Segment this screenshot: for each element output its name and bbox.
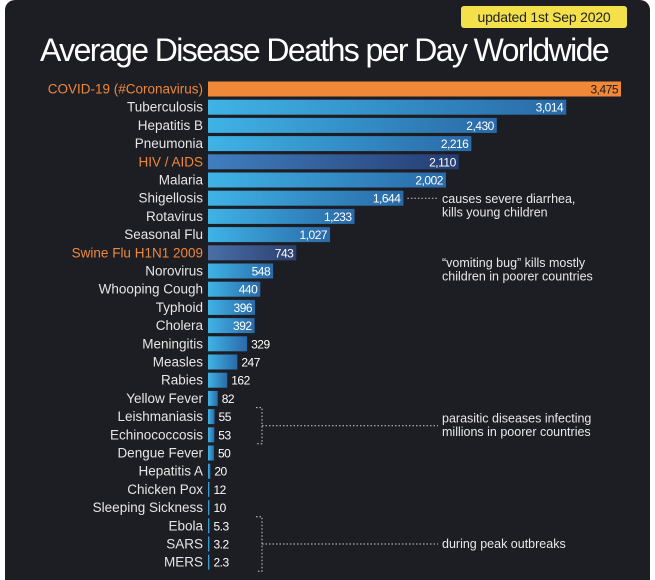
bar-chicken-pox (208, 481, 210, 497)
category-label-hepatitis-a: Hepatitis A (138, 464, 203, 479)
bar-typhoid (208, 299, 256, 315)
bar-chart: COVID-19 (#Coronavirus) 3,475 Tuberculosis… (48, 81, 621, 572)
bar-hiv-aids (208, 154, 459, 170)
updated-badge: updated 1st Sep 2020 (461, 6, 627, 28)
value-label-norovirus: 548 (252, 265, 271, 279)
annotation-0-line-1: kills young children (442, 206, 548, 220)
bar-malaria (208, 172, 446, 188)
bar-rotavirus (208, 208, 355, 224)
value-label-echinococcosis: 53 (218, 428, 231, 442)
value-label-cholera: 392 (233, 319, 252, 333)
category-label-measles: Measles (153, 355, 204, 370)
value-label-malaria: 2,002 (415, 174, 443, 188)
bar-leishmaniasis (208, 409, 215, 425)
value-label-seasonal-flu: 1,027 (300, 228, 328, 242)
value-label-measles: 247 (241, 356, 260, 370)
category-label-whooping-cough: Whooping Cough (99, 282, 203, 297)
value-label-pneumonia: 2,216 (441, 137, 469, 151)
category-label-ebola: Ebola (168, 518, 203, 533)
category-label-sars: SARS (166, 537, 203, 552)
bar-sars (208, 536, 210, 552)
value-label-hepatitis-b: 2,430 (466, 119, 494, 133)
bar-norovirus (208, 263, 274, 279)
category-label-leishmaniasis: Leishmaniasis (117, 409, 203, 424)
category-label-chicken-pox: Chicken Pox (127, 482, 203, 497)
bar-tuberculosis (208, 99, 567, 115)
bar-rabies (208, 372, 228, 388)
bar-mers (208, 554, 210, 570)
category-label-hepatitis-b: Hepatitis B (138, 118, 203, 133)
category-label-pneumonia: Pneumonia (135, 136, 204, 151)
annotation-3-bracket (256, 516, 263, 572)
annotation-3-line-0: during peak outbreaks (442, 537, 566, 551)
value-label-rotavirus: 1,233 (324, 210, 352, 224)
value-label-leishmaniasis: 55 (219, 410, 232, 424)
value-label-ebola: 5.3 (214, 519, 230, 533)
value-label-sars: 3.2 (214, 538, 230, 552)
value-label-meningitis: 329 (251, 337, 270, 351)
value-label-dengue-fever: 50 (218, 447, 231, 461)
value-label-tuberculosis: 3,014 (536, 101, 564, 115)
category-label-rabies: Rabies (161, 373, 203, 388)
value-label-whooping-cough: 440 (239, 283, 258, 297)
value-label-yellow-fever: 82 (222, 392, 235, 406)
category-label-mers: MERS (164, 555, 203, 570)
bar-shigellosis (208, 190, 404, 206)
value-label-mers: 2.3 (214, 556, 230, 570)
value-label-typhoid: 396 (234, 301, 253, 315)
annotation-0-line-0: causes severe diarrhea, (442, 192, 575, 206)
bar-seasonal-flu (208, 227, 331, 243)
bar-whooping-cough (208, 281, 261, 297)
value-label-covid-19-coronavirus: 3,475 (590, 83, 618, 97)
category-label-covid-19-coronavirus: COVID-19 (#Coronavirus) (48, 82, 203, 97)
category-label-yellow-fever: Yellow Fever (126, 391, 203, 406)
category-label-swine-flu-h1n1-2009: Swine Flu H1N1 2009 (72, 245, 203, 260)
value-label-swine-flu-h1n1-2009: 743 (275, 246, 294, 260)
category-label-norovirus: Norovirus (145, 264, 203, 279)
category-label-shigellosis: Shigellosis (138, 191, 203, 206)
bar-echinococcosis (208, 427, 215, 443)
value-label-chicken-pox: 12 (214, 483, 227, 497)
category-label-hiv-aids: HIV / AIDS (138, 154, 203, 169)
category-label-echinococcosis: Echinococcosis (110, 427, 203, 442)
category-label-tuberculosis: Tuberculosis (127, 100, 203, 115)
value-label-hepatitis-a: 20 (214, 465, 227, 479)
value-label-shigellosis: 1,644 (373, 192, 401, 206)
bar-meningitis (208, 336, 248, 352)
chart-panel: updated 1st Sep 2020 Average Disease Dea… (5, 0, 650, 580)
bar-pneumonia (208, 136, 472, 152)
bar-covid-19-coronavirus (208, 81, 621, 97)
value-label-sleeping-sickness: 10 (214, 501, 227, 515)
category-label-sleeping-sickness: Sleeping Sickness (93, 500, 204, 515)
bar-hepatitis-a (208, 463, 211, 479)
annotation-2-bracket (256, 407, 263, 445)
category-label-dengue-fever: Dengue Fever (117, 446, 203, 461)
annotation-2-line-1: millions in poorer countries (442, 425, 591, 439)
bar-dengue-fever (208, 445, 214, 461)
bar-cholera (208, 318, 255, 334)
bar-yellow-fever (208, 390, 218, 406)
bar-hepatitis-b (208, 117, 497, 133)
category-label-typhoid: Typhoid (156, 300, 203, 315)
bar-measles (208, 354, 238, 370)
bar-sleeping-sickness (208, 500, 210, 516)
category-label-seasonal-flu: Seasonal Flu (124, 227, 203, 242)
bar-ebola (208, 518, 210, 534)
category-label-malaria: Malaria (159, 173, 204, 188)
bar-swine-flu-h1n1-2009 (208, 245, 297, 261)
category-label-cholera: Cholera (156, 318, 204, 333)
chart-title: Average Disease Deaths per Day Worldwide (40, 32, 610, 68)
value-label-hiv-aids: 2,110 (429, 155, 456, 169)
annotation-1-line-1: children in poorer countries (442, 270, 593, 284)
annotation-1-line-0: “vomiting bug” kills mostly (442, 256, 586, 270)
value-label-rabies: 162 (231, 374, 250, 388)
annotation-2-line-0: parasitic diseases infecting (442, 412, 591, 426)
category-label-meningitis: Meningitis (142, 336, 203, 351)
category-label-rotavirus: Rotavirus (146, 209, 203, 224)
